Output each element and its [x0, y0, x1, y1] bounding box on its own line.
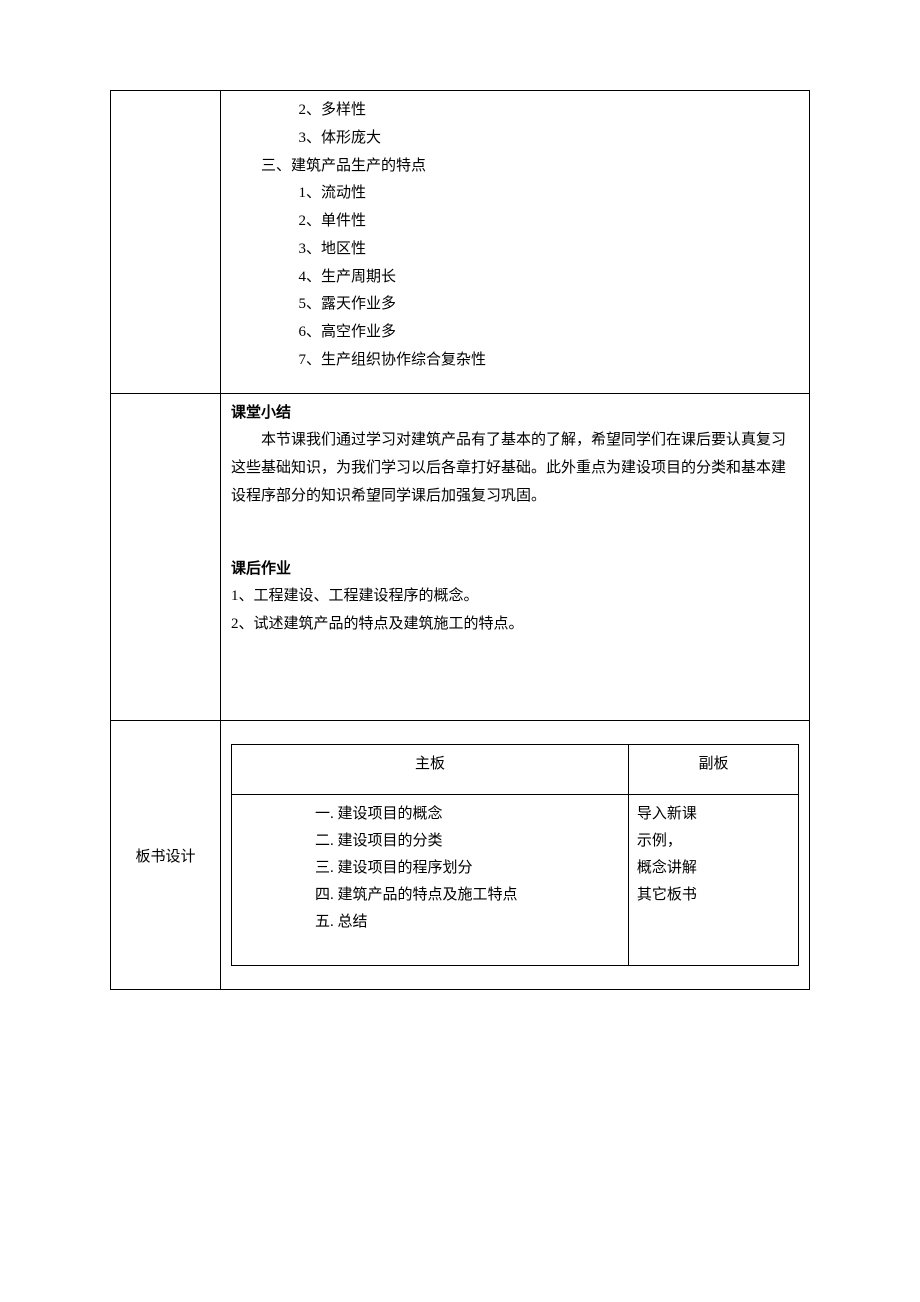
lesson-plan-table: 2、多样性 3、体形庞大 三、建筑产品生产的特点 1、流动性 2、单件性 3、地… — [110, 90, 810, 990]
spacer-top — [231, 727, 799, 735]
homework-item-2: 2、试述建筑产品的特点及建筑施工的特点。 — [231, 611, 799, 639]
sub-item-6: 6、高空作业多 — [231, 319, 799, 347]
row-section-1: 2、多样性 3、体形庞大 三、建筑产品生产的特点 1、流动性 2、单件性 3、地… — [111, 91, 810, 394]
homework-title: 课后作业 — [231, 556, 799, 584]
sub-item-3: 3、地区性 — [231, 236, 799, 264]
main-item-4: 四. 建筑产品的特点及施工特点 — [315, 882, 620, 909]
section2-content-cell: 课堂小结 本节课我们通过学习对建筑产品有了基本的了解，希望同学们在课后要认真复习… — [221, 393, 810, 720]
section1-content-cell: 2、多样性 3、体形庞大 三、建筑产品生产的特点 1、流动性 2、单件性 3、地… — [221, 91, 810, 394]
sub-item-3: 概念讲解 — [637, 855, 790, 882]
board-design-label: 板书设计 — [135, 849, 195, 865]
summary-title: 课堂小结 — [231, 400, 799, 428]
summary-text: 本节课我们通过学习对建筑产品有了基本的了解，希望同学们在课后要认真复习这些基础知… — [231, 427, 799, 510]
row-section-2: 课堂小结 本节课我们通过学习对建筑产品有了基本的了解，希望同学们在课后要认真复习… — [111, 393, 810, 720]
item-3-huge: 3、体形庞大 — [231, 125, 799, 153]
main-item-5: 五. 总结 — [315, 909, 620, 936]
sub-item-5: 5、露天作业多 — [231, 291, 799, 319]
homework-item-1: 1、工程建设、工程建设程序的概念。 — [231, 583, 799, 611]
item-2-diversity: 2、多样性 — [231, 97, 799, 125]
spacer-main — [240, 936, 620, 959]
main-item-3: 三. 建设项目的程序划分 — [315, 855, 620, 882]
sub-item-1: 导入新课 — [637, 801, 790, 828]
sub-item-4: 其它板书 — [637, 882, 790, 909]
section3-left-cell: 板书设计 — [111, 720, 221, 990]
sub-item-2: 示例， — [637, 828, 790, 855]
section1-heading: 三、建筑产品生产的特点 — [231, 153, 799, 181]
spacer-end — [231, 976, 799, 984]
section3-content-cell: 主板 副板 一. 建设项目的概念 二. 建设项目的分类 三. 建设项目的程序划分… — [221, 720, 810, 990]
sub-board-cell: 导入新课 示例， 概念讲解 其它板书 — [628, 795, 798, 966]
spacer-bottom — [231, 639, 799, 714]
main-board-cell: 一. 建设项目的概念 二. 建设项目的分类 三. 建设项目的程序划分 四. 建筑… — [232, 795, 629, 966]
header-sub-board: 副板 — [628, 745, 798, 795]
sub-item-1: 1、流动性 — [231, 180, 799, 208]
sub-item-4: 4、生产周期长 — [231, 264, 799, 292]
main-item-2: 二. 建设项目的分类 — [315, 828, 620, 855]
section1-left-cell — [111, 91, 221, 394]
inner-body-row: 一. 建设项目的概念 二. 建设项目的分类 三. 建设项目的程序划分 四. 建筑… — [232, 795, 799, 966]
spacer — [231, 375, 799, 387]
spacer-gap — [231, 511, 799, 556]
board-design-inner-table: 主板 副板 一. 建设项目的概念 二. 建设项目的分类 三. 建设项目的程序划分… — [231, 744, 799, 966]
header-main-board: 主板 — [232, 745, 629, 795]
sub-item-2: 2、单件性 — [231, 208, 799, 236]
row-section-3: 板书设计 主板 副板 一. 建设项目的概念 二. 建设项目的分类 三. 建设项目… — [111, 720, 810, 990]
section2-left-cell — [111, 393, 221, 720]
sub-item-7: 7、生产组织协作综合复杂性 — [231, 347, 799, 375]
main-item-1: 一. 建设项目的概念 — [315, 801, 620, 828]
inner-header-row: 主板 副板 — [232, 745, 799, 795]
